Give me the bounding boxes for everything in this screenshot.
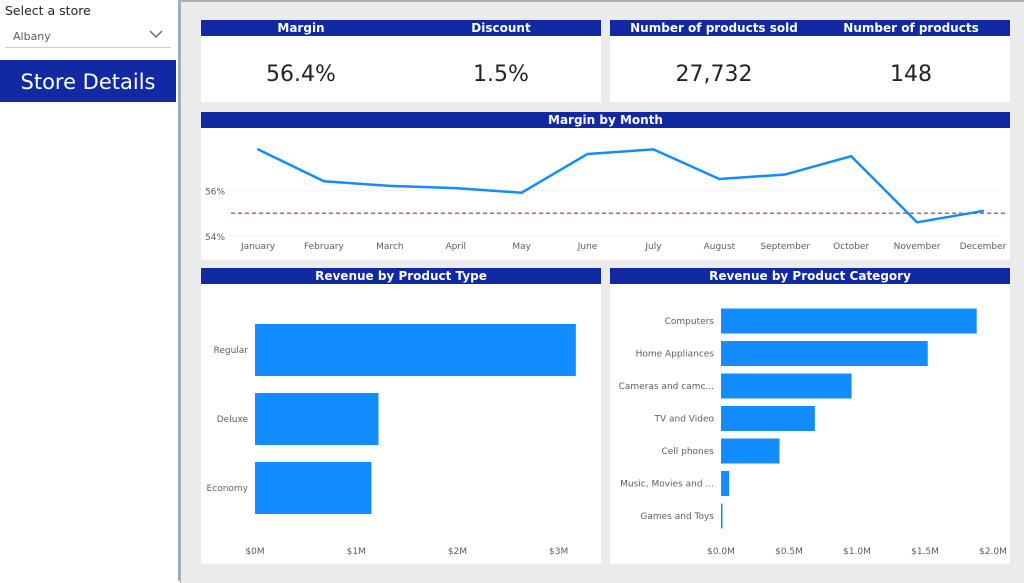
data-point	[915, 221, 919, 224]
data-point	[784, 173, 787, 176]
revenue-by-product-type-chart: Regular Deluxe Economy $0M $1M $2M $3M	[207, 324, 576, 557]
x-tick-label: $3M	[549, 547, 568, 557]
category-label: Computers	[665, 317, 715, 327]
category-label: Economy	[207, 484, 249, 494]
margin-by-month-title: Margin by Month	[548, 113, 663, 127]
kpi-tile-products: Number of products sold Number of produc…	[610, 20, 1010, 102]
kpi-header-bar	[610, 20, 1010, 36]
x-tick-label: $1M	[347, 547, 366, 557]
category-label: Cell phones	[661, 447, 714, 457]
store-slicer-dropdown[interactable]: Albany	[5, 27, 171, 48]
data-point	[981, 209, 985, 213]
products-sold-card-label: Number of products sold	[630, 21, 798, 35]
products-returned-card-label: Number of products returned	[843, 21, 979, 51]
bar	[721, 341, 928, 366]
kpi-tile-margin-discount: Margin Discount 56.4% 1.5%	[201, 20, 601, 102]
x-tick-label: September	[760, 242, 810, 252]
bar	[721, 471, 730, 496]
margin-card-value: 56.4%	[266, 62, 336, 87]
revenue-by-product-type-title: Revenue by Product Type	[315, 269, 487, 283]
x-tick-label: May	[512, 242, 531, 252]
x-tick-label: $0M	[245, 547, 264, 557]
y-tick-label: 54%	[205, 233, 225, 243]
store-slicer-value: Albany	[13, 30, 51, 43]
category-label: Music, Movies and ...	[620, 480, 714, 490]
x-tick-label: January	[240, 242, 276, 252]
kpi-header-bar	[201, 20, 601, 36]
x-tick-label: $0.5M	[775, 547, 803, 557]
data-point	[586, 152, 589, 156]
x-tick-label: April	[445, 242, 466, 252]
data-point	[718, 177, 721, 181]
discount-card-label: Discount	[471, 21, 531, 35]
y-tick-label: 56%	[205, 187, 225, 197]
data-point	[322, 180, 326, 183]
data-point	[849, 155, 853, 158]
revenue-by-product-type-tile: Revenue by Product Type Regular Deluxe Eco…	[201, 268, 601, 564]
data-point	[520, 191, 523, 194]
x-tick-label: $1.0M	[843, 547, 871, 557]
x-tick-label: October	[833, 242, 869, 252]
data-point	[652, 148, 655, 151]
margin-card-label: Margin	[277, 21, 325, 35]
category-label: Home Appliances	[636, 350, 715, 360]
series-line	[257, 148, 984, 224]
x-tick-label: February	[304, 242, 345, 252]
chart-header-bar	[610, 268, 1010, 284]
bar	[255, 393, 379, 445]
revenue-by-product-category-title: Revenue by Product Category	[709, 269, 911, 283]
data-point	[256, 148, 260, 151]
chart-header-bar	[201, 268, 601, 284]
margin-by-month-tile: Margin by Month 56% 54% January February Mar…	[201, 112, 1010, 260]
x-tick-label: November	[894, 242, 941, 252]
bar	[255, 462, 372, 514]
bar	[721, 308, 977, 334]
x-tick-label: June	[577, 242, 598, 252]
report-canvas: Margin Discount 56.4% 1.5% Number of pro…	[180, 0, 1024, 583]
bar	[255, 324, 576, 376]
bar	[721, 373, 852, 399]
x-tick-label: December	[960, 242, 1007, 252]
bar	[721, 438, 780, 464]
products-returned-card-value: 148	[890, 62, 932, 87]
x-tick-label: March	[376, 242, 403, 252]
x-tick-label: $2.0M	[979, 547, 1007, 557]
category-label: Regular	[213, 346, 248, 356]
x-tick-label: $0.0M	[707, 547, 735, 557]
revenue-by-product-category-chart: Computers Home Appliances Cameras and camc…	[619, 308, 1007, 557]
x-tick-label: $2M	[448, 547, 467, 557]
chevron-down-icon	[149, 30, 163, 38]
x-tick-label: August	[704, 242, 736, 252]
data-point	[454, 186, 457, 190]
data-point	[388, 184, 392, 188]
bar	[721, 406, 815, 431]
store-slicer-title: Select a store	[5, 3, 91, 18]
left-panel: Select a store Albany Store Details	[0, 0, 180, 581]
category-label: TV and Video	[653, 415, 714, 425]
category-label: Cameras and camc...	[619, 382, 714, 392]
category-label: Deluxe	[217, 415, 249, 425]
discount-card-value: 1.5%	[473, 62, 529, 87]
chart-header-bar	[201, 112, 1010, 128]
revenue-by-product-category-tile: Revenue by Product Category Computers Hom…	[610, 268, 1010, 564]
store-details-button[interactable]: Store Details	[0, 60, 176, 102]
x-tick-label: $1.5M	[911, 547, 939, 557]
margin-by-month-chart: 56% 54% January February March April May June Ju…	[205, 148, 1007, 252]
bar	[721, 503, 723, 529]
x-tick-label: July	[644, 242, 662, 252]
category-label: Games and Toys	[640, 512, 714, 522]
products-sold-card-value: 27,732	[675, 62, 753, 87]
